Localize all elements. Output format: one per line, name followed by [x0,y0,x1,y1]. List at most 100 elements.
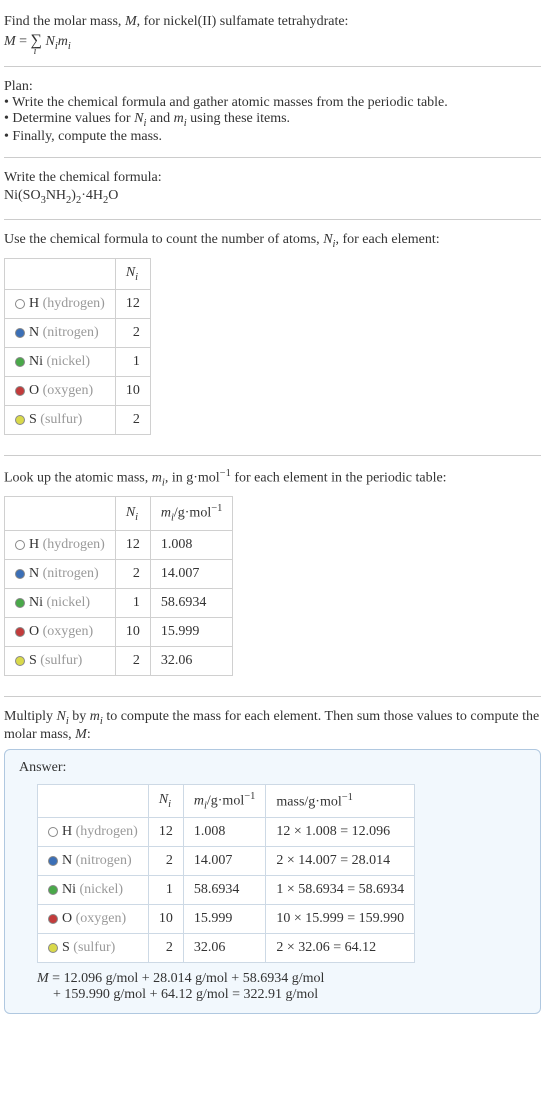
plan-section: Plan: Write the chemical formula and gat… [4,73,541,151]
chemical-formula: Ni(SO3NH2)2·4H2O [4,188,541,206]
f: NH [46,188,66,203]
element-name: (oxygen) [39,624,93,639]
element-cell: N (nitrogen) [38,847,149,876]
divider [4,66,541,67]
n-cell: 12 [115,289,150,318]
table-row: S (sulfur)2 [5,405,151,434]
text: = 12.096 g/mol + 28.014 g/mol + 58.6934 … [49,971,325,986]
element-cell: H (hydrogen) [5,289,116,318]
var-M: M [4,34,16,49]
m-cell: 14.007 [183,847,266,876]
element-dot-icon [48,827,58,837]
table-row: H (hydrogen)12 [5,289,151,318]
element-name: (nitrogen) [39,566,98,581]
section-text: Use the chemical formula to count the nu… [4,232,541,250]
element-name: (oxygen) [72,911,126,926]
element-cell: O (oxygen) [5,376,116,405]
unit: mass/g·mol [276,794,341,809]
atom-count-section: Use the chemical formula to count the nu… [4,226,541,449]
element-name: (sulfur) [70,940,116,955]
element-dot-icon [48,914,58,924]
calc-cell: 2 × 14.007 = 28.014 [266,847,415,876]
n-cell: 10 [148,905,183,934]
section-text: Look up the atomic mass, mi, in g·mol−1 … [4,468,541,488]
element-symbol: S [29,653,37,668]
exp: −1 [211,503,222,514]
header-element [5,259,116,290]
answer-table: Ni mi/g·mol−1 mass/g·mol −1 H (hydrogen) 1… [37,784,415,963]
exp: −1 [244,791,255,802]
element-symbol: O [62,911,72,926]
atom-count-table: Ni H (hydrogen)12N (nitrogen)2Ni (nickel… [4,258,151,435]
text: by [69,709,90,724]
element-symbol: S [29,412,37,427]
element-cell: O (oxygen) [5,617,116,646]
element-name: (hydrogen) [39,296,105,311]
n-cell: 10 [115,376,150,405]
element-symbol: H [29,296,39,311]
element-cell: O (oxygen) [38,905,149,934]
element-name: (nickel) [43,354,90,369]
element-dot-icon [15,415,25,425]
element-cell: S (sulfur) [5,646,116,675]
text: Use the chemical formula to count the nu… [4,232,323,247]
element-name: (nickel) [43,595,90,610]
unit: /g·mol [207,793,244,808]
table-row: O (oxygen)1015.99910 × 15.999 = 159.990 [38,905,415,934]
table-row: O (oxygen)1015.999 [5,617,233,646]
sub-i: i [168,799,171,810]
table-row: N (nitrogen)214.007 [5,559,233,588]
var-m: m [152,471,162,486]
element-dot-icon [15,656,25,666]
var-N: N [159,792,168,807]
element-name: (nickel) [76,882,123,897]
multiply-section: Multiply Ni by mi to compute the mass fo… [4,703,541,1020]
element-cell: N (nitrogen) [5,318,116,347]
sub-i: i [68,41,71,52]
n-cell: 1 [148,876,183,905]
n-cell: 1 [115,588,150,617]
header-m: mi/g·mol−1 [150,497,233,530]
table-row: S (sulfur)232.062 × 32.06 = 64.12 [38,934,415,963]
text: and [146,111,173,126]
element-symbol: O [29,624,39,639]
element-dot-icon [15,627,25,637]
element-cell: S (sulfur) [5,405,116,434]
plan-item: Determine values for Ni and mi using the… [4,111,541,129]
sub-i: i [135,272,138,283]
intro-line-1: Find the molar mass, M, for nickel(II) s… [4,14,541,30]
n-cell: 2 [115,405,150,434]
sub-i: i [135,512,138,523]
table-row: Ni (nickel)158.6934 [5,588,233,617]
element-name: (nitrogen) [39,325,98,340]
element-dot-icon [48,943,58,953]
element-cell: H (hydrogen) [38,818,149,847]
var-N: N [126,505,135,520]
text: , for nickel(II) sulfamate tetrahydrate: [137,14,349,29]
element-dot-icon [48,856,58,866]
element-cell: Ni (nickel) [38,876,149,905]
element-name: (hydrogen) [39,537,105,552]
calc-cell: 1 × 58.6934 = 58.6934 [266,876,415,905]
element-symbol: N [29,566,39,581]
element-cell: Ni (nickel) [5,347,116,376]
header-m: mi/g·mol−1 [183,784,266,817]
element-dot-icon [48,885,58,895]
calc-cell: 2 × 32.06 = 64.12 [266,934,415,963]
table-row: Ni (nickel)1 [5,347,151,376]
n-cell: 12 [115,530,150,559]
atomic-mass-table: Ni mi/g·mol−1 H (hydrogen)121.008N (nitr… [4,496,233,675]
text: Determine values for [12,111,134,126]
n-cell: 10 [115,617,150,646]
calc-cell: 12 × 1.008 = 12.096 [266,818,415,847]
m-cell: 15.999 [150,617,233,646]
element-name: (sulfur) [37,412,83,427]
table-row: N (nitrogen)2 [5,318,151,347]
header-element [38,784,149,817]
final-equation: M = 12.096 g/mol + 28.014 g/mol + 58.693… [37,971,526,987]
table-row: O (oxygen)10 [5,376,151,405]
f: O [108,188,118,203]
n-cell: 1 [115,347,150,376]
var-N: N [323,232,332,247]
header-n: Ni [148,784,183,817]
